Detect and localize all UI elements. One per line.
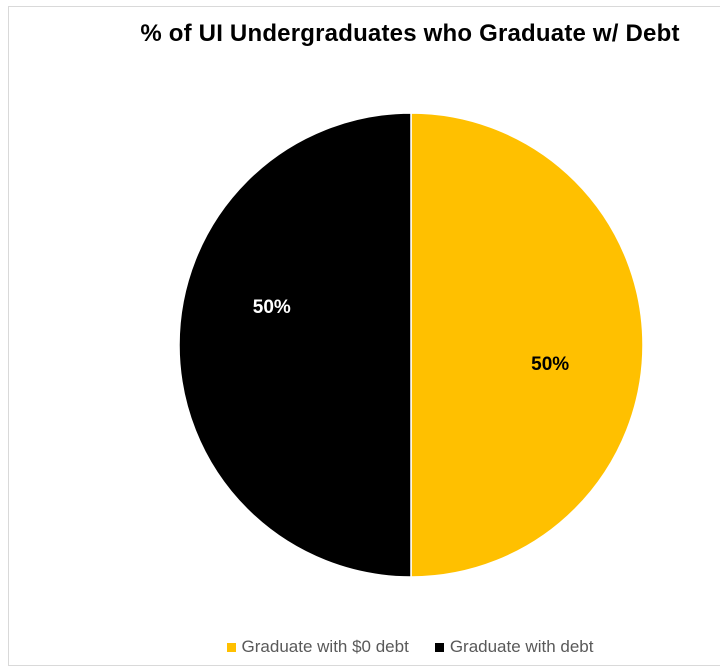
legend-item-with-debt: Graduate with debt: [434, 637, 594, 657]
data-label-with-debt: 50%: [253, 297, 291, 318]
legend-label-zero-debt: Graduate with $0 debt: [241, 637, 409, 656]
pie-slice-zero-debt: [410, 112, 644, 578]
data-label-zero-debt: 50%: [531, 354, 569, 375]
legend-swatch-with-debt: [434, 642, 444, 652]
chart-title: % of UI Undergraduates who Graduate w/ D…: [140, 20, 680, 47]
legend: Graduate with $0 debt Graduate with debt: [0, 637, 720, 657]
legend-label-with-debt: Graduate with debt: [449, 637, 594, 656]
legend-item-zero-debt: Graduate with $0 debt: [226, 637, 409, 657]
legend-swatch-zero-debt: [226, 642, 236, 652]
pie-slice-with-debt: [178, 112, 412, 578]
